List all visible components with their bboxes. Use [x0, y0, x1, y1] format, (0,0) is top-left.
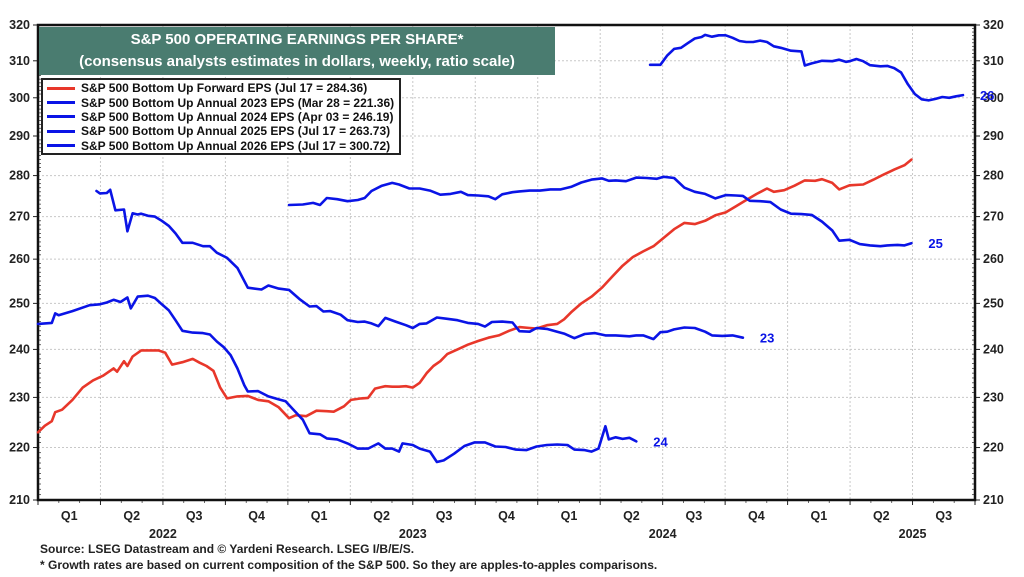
legend-item: S&P 500 Bottom Up Forward EPS (Jul 17 = … [47, 81, 399, 95]
series-line-0 [36, 158, 913, 434]
y-tick-label-right: 320 [983, 18, 1004, 32]
x-quarter-label: Q1 [810, 509, 827, 523]
x-quarter-label: Q3 [186, 509, 203, 523]
series-line-1 [95, 188, 745, 341]
x-quarter-label: Q3 [935, 509, 952, 523]
x-quarter-label: Q3 [436, 509, 453, 523]
series-line-4 [648, 33, 965, 102]
legend-label: S&P 500 Bottom Up Annual 2023 EPS (Mar 2… [81, 95, 395, 110]
y-tick-label-right: 220 [983, 441, 1004, 455]
y-tick-label-right: 210 [983, 493, 1004, 507]
labels-group: 23 24 25 26 [653, 88, 994, 449]
x-quarter-label: Q2 [373, 509, 390, 523]
x-quarter-label: Q1 [311, 509, 328, 523]
y-tick-label-left: 300 [9, 91, 30, 105]
y-tick-label-right: 240 [983, 342, 1004, 356]
legend-swatch [47, 115, 75, 119]
x-quarter-label: Q2 [873, 509, 890, 523]
legend-item: S&P 500 Bottom Up Annual 2024 EPS (Apr 0… [47, 110, 399, 124]
series-group [36, 33, 965, 464]
y-tick-label-right: 230 [983, 390, 1004, 404]
x-quarter-label: Q2 [623, 509, 640, 523]
series-line-2 [36, 294, 638, 464]
x-year-label: 2025 [899, 527, 927, 541]
series-end-label: 26 [980, 88, 994, 103]
legend-swatch [47, 129, 75, 133]
y-tick-label-left: 310 [9, 54, 30, 68]
legend-label: S&P 500 Bottom Up Annual 2026 EPS (Jul 1… [81, 138, 391, 153]
legend-label: S&P 500 Bottom Up Annual 2025 EPS (Jul 1… [81, 124, 391, 139]
y-tick-label-right: 300 [983, 91, 1004, 105]
x-year-label: 2022 [149, 527, 177, 541]
x-year-label: 2024 [649, 527, 677, 541]
legend-label: S&P 500 Bottom Up Forward EPS (Jul 17 = … [81, 81, 368, 96]
legend: S&P 500 Bottom Up Forward EPS (Jul 17 = … [41, 78, 401, 155]
y-tick-label-right: 280 [983, 169, 1004, 183]
x-quarter-label: Q4 [748, 509, 765, 523]
y-tick-label-right: 310 [983, 54, 1004, 68]
x-quarter-label: Q3 [686, 509, 703, 523]
y-tick-label-left: 250 [9, 296, 30, 310]
series-line-3 [287, 175, 913, 248]
y-tick-label-left: 270 [9, 210, 30, 224]
chart-title: S&P 500 OPERATING EARNINGS PER SHARE* [130, 31, 464, 48]
source-note: Source: LSEG Datastream and © Yardeni Re… [40, 542, 415, 556]
y-tick-label-right: 250 [983, 296, 1004, 310]
chart-title-box: S&P 500 OPERATING EARNINGS PER SHARE* (c… [39, 27, 555, 75]
x-quarter-label: Q4 [248, 509, 265, 523]
y-tick-label-left: 230 [9, 390, 30, 404]
legend-swatch [47, 101, 75, 105]
y-tick-label-left: 240 [9, 342, 30, 356]
legend-label: S&P 500 Bottom Up Annual 2024 EPS (Apr 0… [81, 109, 394, 124]
x-quarter-label: Q1 [561, 509, 578, 523]
y-tick-label-left: 220 [9, 441, 30, 455]
y-tick-label-left: 320 [9, 18, 30, 32]
legend-swatch [47, 86, 75, 90]
legend-item: S&P 500 Bottom Up Annual 2026 EPS (Jul 1… [47, 139, 399, 153]
plot-frame [36, 23, 977, 502]
y-tick-label-left: 290 [9, 129, 30, 143]
y-tick-label-left: 280 [9, 169, 30, 183]
y-tick-label-right: 270 [983, 210, 1004, 224]
y-tick-label-right: 260 [983, 252, 1004, 266]
grid [38, 25, 975, 500]
legend-swatch [47, 144, 75, 148]
y-tick-label-left: 260 [9, 252, 30, 266]
growth-note: * Growth rates are based on current comp… [40, 558, 658, 572]
y-tick-label-right: 290 [983, 129, 1004, 143]
x-year-label: 2023 [399, 527, 427, 541]
series-end-label: 25 [928, 236, 942, 251]
y-tick-label-left: 210 [9, 493, 30, 507]
series-end-label: 23 [760, 331, 774, 346]
legend-item: S&P 500 Bottom Up Annual 2023 EPS (Mar 2… [47, 95, 399, 110]
series-end-label: 24 [653, 434, 668, 449]
legend-item: S&P 500 Bottom Up Annual 2025 EPS (Jul 1… [47, 124, 399, 138]
chart-subtitle: (consensus analysts estimates in dollars… [79, 53, 515, 70]
x-quarter-label: Q1 [61, 509, 78, 523]
x-quarter-label: Q4 [498, 509, 515, 523]
x-quarter-label: Q2 [123, 509, 140, 523]
